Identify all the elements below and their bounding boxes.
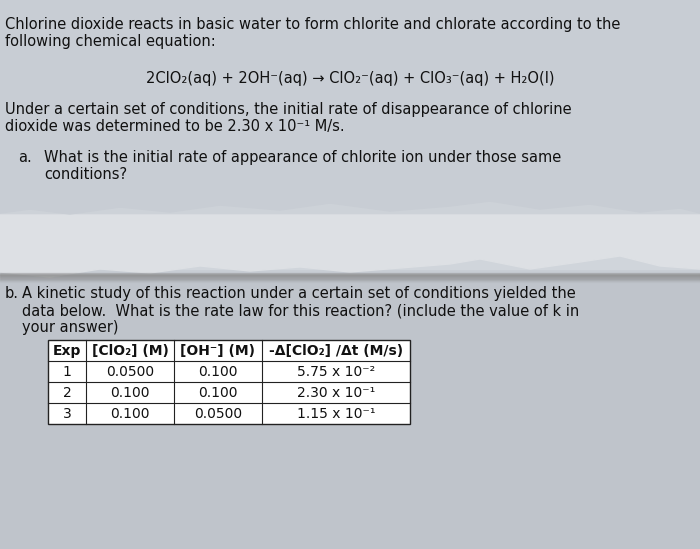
Text: A kinetic study of this reaction under a certain set of conditions yielded the: A kinetic study of this reaction under a… [22,286,575,301]
Bar [0,278,700,280]
Bar [0,0,700,269]
Polygon shape [0,215,700,277]
Bar [0,0,700,254]
Text: conditions?: conditions? [44,166,127,182]
Bar [0,273,700,275]
Text: 1: 1 [62,365,71,379]
Text: following chemical equation:: following chemical equation: [5,34,216,49]
Text: 3: 3 [62,407,71,421]
Text: [ClO₂] (M): [ClO₂] (M) [92,344,169,358]
Text: b.: b. [5,286,19,301]
Text: 2ClO₂(aq) + 2OH⁻(aq) → ClO₂⁻(aq) + ClO₃⁻(aq) + H₂O(l): 2ClO₂(aq) + 2OH⁻(aq) → ClO₂⁻(aq) + ClO₃⁻… [146,71,554,86]
Text: 5.75 x 10⁻²: 5.75 x 10⁻² [297,365,375,379]
Text: 0.0500: 0.0500 [194,407,242,421]
Bar [0,280,700,282]
Text: 0.100: 0.100 [198,386,238,400]
Text: 0.0500: 0.0500 [106,365,154,379]
Text: 0.100: 0.100 [111,386,150,400]
Text: data below.  What is the rate law for this reaction? (include the value of k in: data below. What is the rate law for thi… [22,303,580,318]
Bar [0,275,700,277]
Text: dioxide was determined to be 2.30 x 10⁻¹ M/s.: dioxide was determined to be 2.30 x 10⁻¹… [5,119,344,134]
Text: your answer): your answer) [22,320,118,335]
Text: a.: a. [18,149,32,165]
Text: 0.100: 0.100 [198,365,238,379]
Text: Chlorine dioxide reacts in basic water to form chlorite and chlorate according t: Chlorine dioxide reacts in basic water t… [5,17,620,32]
Bar [0,279,700,549]
Bar [0,277,700,279]
Text: Under a certain set of conditions, the initial rate of disappearance of chlorine: Under a certain set of conditions, the i… [5,102,572,117]
Text: [OH⁻] (M): [OH⁻] (M) [181,344,256,358]
Text: 0.100: 0.100 [111,407,150,421]
Bar [48,340,410,424]
Bar [0,279,700,281]
Bar [0,274,700,276]
Text: What is the initial rate of appearance of chlorite ion under those same: What is the initial rate of appearance o… [44,149,561,165]
Text: -Δ[ClO₂] /Δt (M/s): -Δ[ClO₂] /Δt (M/s) [269,344,403,358]
Text: Exp: Exp [52,344,81,358]
Text: 2: 2 [62,386,71,400]
Text: 2.30 x 10⁻¹: 2.30 x 10⁻¹ [297,386,375,400]
Bar [48,340,410,424]
Polygon shape [0,0,700,214]
Bar [0,0,700,279]
Bar [0,276,700,278]
Text: 1.15 x 10⁻¹: 1.15 x 10⁻¹ [297,407,375,421]
